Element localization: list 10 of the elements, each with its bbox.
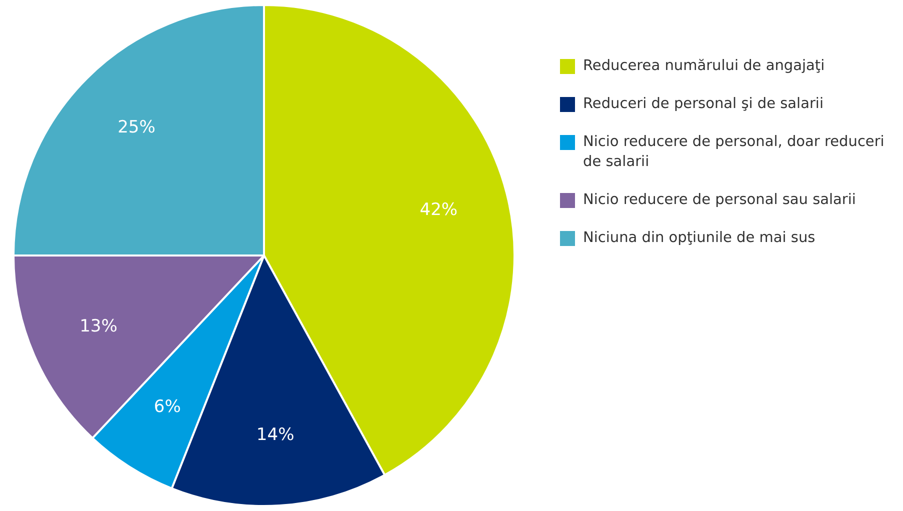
data-label: 25% [118,117,156,138]
legend-label: Reducerea numărului de angajaţi [583,57,825,76]
data-label: 14% [256,424,294,445]
data-label: 6% [154,397,181,418]
legend-label: Nicio reducere de personal sau salarii [583,191,856,210]
legend-label: Nicio reducere de personal, doar reduceri de salarii [583,133,886,172]
legend-label: Niciuna din opţiunile de mai sus [583,229,816,248]
legend-label: Reduceri de personal şi de salarii [583,95,824,114]
data-label: 13% [80,316,118,337]
data-label: 42% [420,200,458,220]
